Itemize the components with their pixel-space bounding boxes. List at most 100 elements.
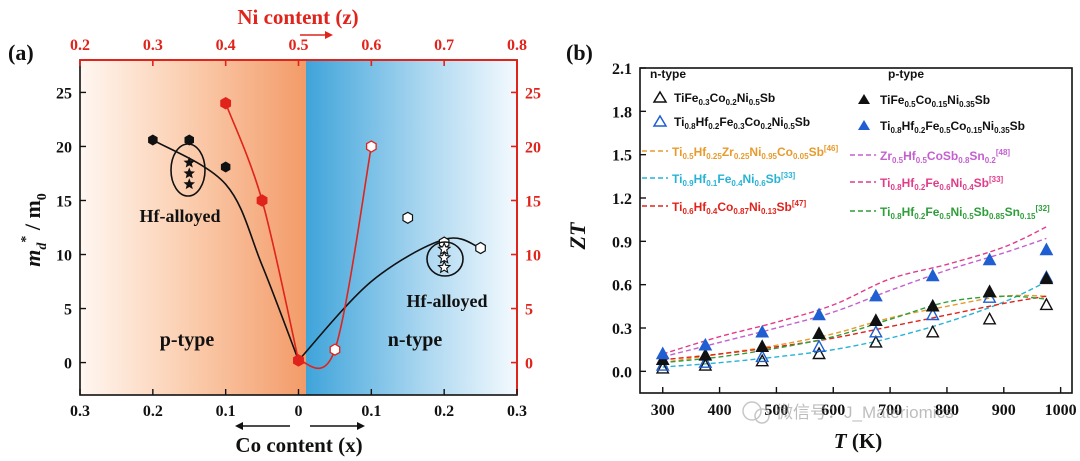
right-tick-label: 20 [525,139,541,156]
p-type-fit-curve [152,139,300,361]
top-tick-label: 0.6 [361,37,381,54]
top-axis-title: Ni content (z) [237,5,358,29]
legend-filled-triangle-blue [858,120,870,130]
left-tick-label: 5 [64,302,72,319]
x-tick-label: 500 [764,402,788,419]
reference-zt-line [662,281,1047,368]
legend-n1: TiFe0.3Co0.2Ni0.5Sb [674,91,775,107]
panel-a: (a) 0.3 0.2 0.1 0 0.1 0.2 0.30.2 0.3 0.4 0.5 0.6 0.… [8,5,541,457]
bottom-tick-label: 0.2 [434,403,454,420]
legend-lit-33n: Ti0.9Hf0.1Fe0.4Ni0.6Sb[33] [672,171,796,188]
hf-alloyed-label-right: Hf-alloyed [407,291,488,311]
p-type-hf-star-point [183,178,195,190]
n-type-zt-point [755,353,770,367]
n-type-zt-point [925,324,940,338]
ni-content-point [293,354,304,367]
wechat-icon-2 [754,408,770,424]
legend-ptype-header: p-type [888,67,924,81]
x-tick-label: 800 [935,402,959,419]
left-tick-label: 25 [56,85,72,102]
y-tick-label: 2.1 [612,61,632,78]
watermark: 微信号：J_Materiomics [742,401,954,424]
legend-lit-48: Zr0.5Hf0.5CoSb0.8Sn0.2[48] [880,148,1010,165]
p-type-zt-point [655,346,670,360]
n-type-zt-point [698,355,713,368]
p-type-zt-point [755,324,770,338]
n-type-fit-curve [297,237,481,361]
bottom-arrowhead-left [235,422,243,430]
reference-zt-line [662,295,1047,364]
p-type-label: p-type [160,329,215,351]
n-type-hf-star-point [437,260,452,274]
reference-zt-line [662,226,1047,355]
p-type-hexagon-point [220,161,231,173]
right-tick-label: 15 [525,193,541,210]
y-tick-label: 1.2 [612,191,632,208]
n-type-zt-point [698,358,713,371]
left-tick-label: 0 [64,356,72,373]
legend-open-triangle-black [652,90,668,103]
x-tick-label: 900 [992,402,1016,419]
p-type-hf-star-point [183,167,195,179]
ni-right-curve [298,146,373,370]
bottom-tick-label: 0.1 [216,403,236,420]
p-type-hf-star-point [183,156,195,168]
p-type-zt-point [1039,242,1054,256]
reference-zt-line [662,295,1047,361]
axes-a: 0.3 0.2 0.1 0 0.1 0.2 0.3 0.2 0.3 0.4 0.5 0.6 0.7 0.8… [56,37,541,420]
n-type-zt-point [655,360,670,374]
n-type-zt-point [982,311,997,325]
y-tick-label: 0.0 [612,364,632,381]
top-tick-label: 0.2 [70,37,90,54]
bottom-tick-label: 0.3 [70,403,90,420]
panel-b: (b) 300 400 500 600 700 800 900 1000 0.0 0.3 0.6 0.… [565,40,1077,453]
n-type-hexagon-point [402,211,414,224]
p-type-hexagon-point [148,134,158,146]
p-type-zt-point [755,339,770,352]
left-axis-title: md* / m0 [19,193,50,267]
n-type-zt-point [755,349,770,363]
ni-content-point [220,96,232,110]
wechat-icon [742,401,762,421]
watermark-text: 微信号：J_Materiomics [776,403,954,422]
hf-alloyed-ellipse-right [426,241,464,277]
panel-b-label: (b) [566,40,593,65]
y-tick-label: 1.8 [612,104,632,121]
top-axis-arrowhead [325,31,333,39]
legend-lit-33p: Ti0.8Hf0.2Fe0.6Ni0.4Sb[33] [880,175,1004,192]
reference-zt-line [662,294,1047,364]
x-tick-label: 400 [708,402,732,419]
temperature-axis-title: T (K) [834,429,882,453]
svg-text:md* / m0: md* / m0 [19,193,50,267]
panel-a-points [148,96,486,367]
top-tick-label: 0.8 [507,37,527,54]
p-type-zt-point [812,307,826,321]
p-type-zt-point [812,326,826,339]
bottom-tick-label: 0.3 [507,403,527,420]
legend-open-triangle-blue [652,114,668,127]
x-tick-label: 300 [651,402,675,419]
y-tick-label: 1.5 [612,148,632,165]
ni-content-point [329,343,341,356]
top-tick-label: 0.4 [216,37,236,54]
p-type-hexagon-point [184,134,194,146]
hf-alloyed-label-left: Hf-alloyed [140,206,221,226]
x-tick-label: 700 [878,402,902,419]
p-type-zt-point [869,288,883,302]
p-type-zt-point [982,284,997,298]
n-type-zt-point [812,346,826,360]
n-type-zt-point [1039,297,1054,311]
panel-b-reference-lines [662,226,1047,368]
ni-content-point [365,140,377,153]
legend-lit-46: Ti0.5Hf0.25Zr0.25Ni0.95Co0.05Sb[46] [672,144,838,161]
hf-alloyed-ellipse-left [170,143,206,197]
p-type-zt-point [982,252,997,266]
legend-filled-triangle-black [858,94,870,104]
legend-n2: Ti0.8Hf0.2Fe0.3Co0.2Ni0.5Sb [674,115,810,131]
y-tick-label: 0.6 [612,278,632,295]
top-tick-label: 0.3 [143,37,163,54]
n-type-region [306,60,517,395]
p-type-zt-point [925,268,940,282]
zt-axis-title: ZT [565,221,590,250]
